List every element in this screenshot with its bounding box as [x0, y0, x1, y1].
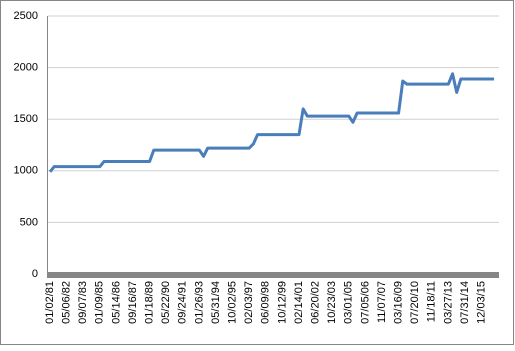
- x-tick-label: 10/23/03: [326, 281, 338, 324]
- x-tick-label: 03/16/09: [393, 281, 405, 324]
- x-tick-label: 07/05/06: [359, 281, 371, 324]
- x-tick-label: 09/07/83: [77, 281, 89, 324]
- x-tick-label: 01/09/85: [94, 281, 106, 324]
- y-tick-label: 0: [32, 268, 38, 280]
- x-tick-label: 10/02/95: [227, 281, 239, 324]
- x-tick-label: 09/16/87: [127, 281, 139, 324]
- x-tick-label: 03/01/05: [343, 281, 355, 324]
- plot: [48, 72, 495, 173]
- x-tick-label: 11/07/07: [376, 281, 388, 323]
- x-tick-label: 07/20/10: [409, 281, 421, 324]
- x-tick-label: 12/03/15: [476, 281, 488, 324]
- data-line: [48, 72, 495, 173]
- x-tick-label: 03/27/13: [442, 281, 454, 324]
- x-tick-label: 10/12/99: [276, 281, 288, 324]
- x-tick-label: 01/02/81: [44, 281, 56, 324]
- x-tick-label: 05/06/82: [61, 281, 73, 324]
- x-axis: [47, 272, 499, 278]
- x-tick-label: 01/26/93: [193, 281, 205, 324]
- x-tick-label: 07/31/14: [459, 281, 471, 324]
- x-tick-label: 05/31/94: [210, 281, 222, 324]
- y-tick-label: 500: [20, 216, 38, 228]
- y-tick-label: 2500: [14, 10, 38, 22]
- x-tick-label: 02/03/97: [243, 281, 255, 324]
- x-tick-label: 09/24/91: [177, 281, 189, 324]
- y-tick-label: 1000: [14, 165, 38, 177]
- x-tick-label: 06/20/02: [310, 281, 322, 324]
- y-tick-label: 1500: [14, 113, 38, 125]
- x-tick-label: 06/09/98: [260, 281, 272, 324]
- x-tick-label: 05/22/90: [160, 281, 172, 324]
- x-tick-label: 02/14/01: [293, 281, 305, 324]
- y-tick-label: 2000: [14, 62, 38, 74]
- x-tick-label: 01/18/89: [144, 281, 156, 324]
- x-tick-label: 05/14/86: [110, 281, 122, 324]
- x-tick-label: 11/18/11: [426, 281, 438, 322]
